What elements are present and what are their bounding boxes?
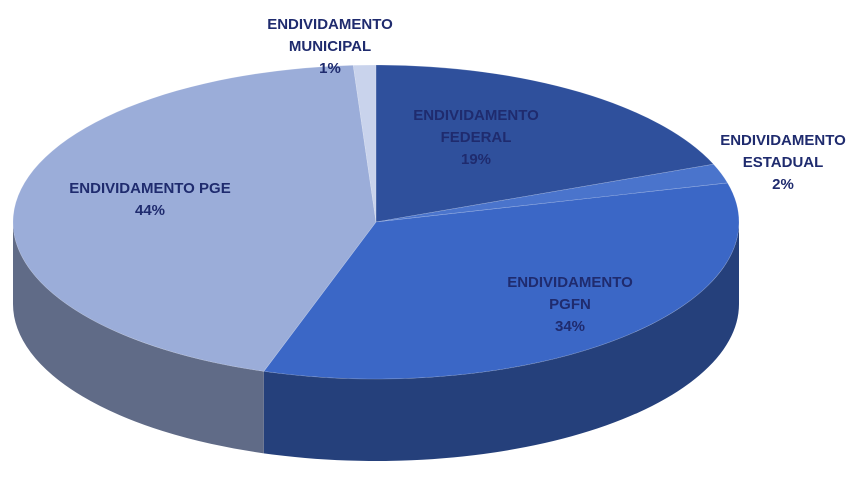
category-label: ENDIVIDAMENTO MUNICIPAL (267, 16, 393, 55)
category-label: ENDIVIDAMENTO FEDERAL (413, 107, 539, 146)
slice (263, 182, 740, 380)
slice (352, 64, 377, 223)
slice-label: ENDIVIDAMENTO ESTADUAL 2% (703, 130, 862, 196)
category-label: ENDIVIDAMENTO ESTADUAL (720, 132, 846, 171)
slice (375, 64, 715, 223)
value-label: 34% (554, 318, 586, 335)
slice (375, 163, 729, 223)
slice (12, 65, 377, 372)
value-label: 19% (460, 151, 492, 168)
value-label: 2% (772, 176, 794, 193)
category-label: ENDIVIDAMENTO PGFN (507, 274, 633, 313)
slice-side (13, 222, 264, 454)
slice-label: ENDIVIDAMENTO PGE 44% (30, 178, 270, 222)
value-label: 1% (319, 60, 341, 77)
slice-label: ENDIVIDAMENTO PGFN 34% (490, 272, 650, 338)
value-label: 44% (134, 202, 166, 219)
category-label: ENDIVIDAMENTO PGE (69, 180, 231, 197)
slice-label: ENDIVIDAMENTO MUNICIPAL 1% (255, 14, 405, 80)
slice-side (263, 222, 739, 461)
slice-label: ENDIVIDAMENTO FEDERAL 19% (401, 105, 551, 171)
